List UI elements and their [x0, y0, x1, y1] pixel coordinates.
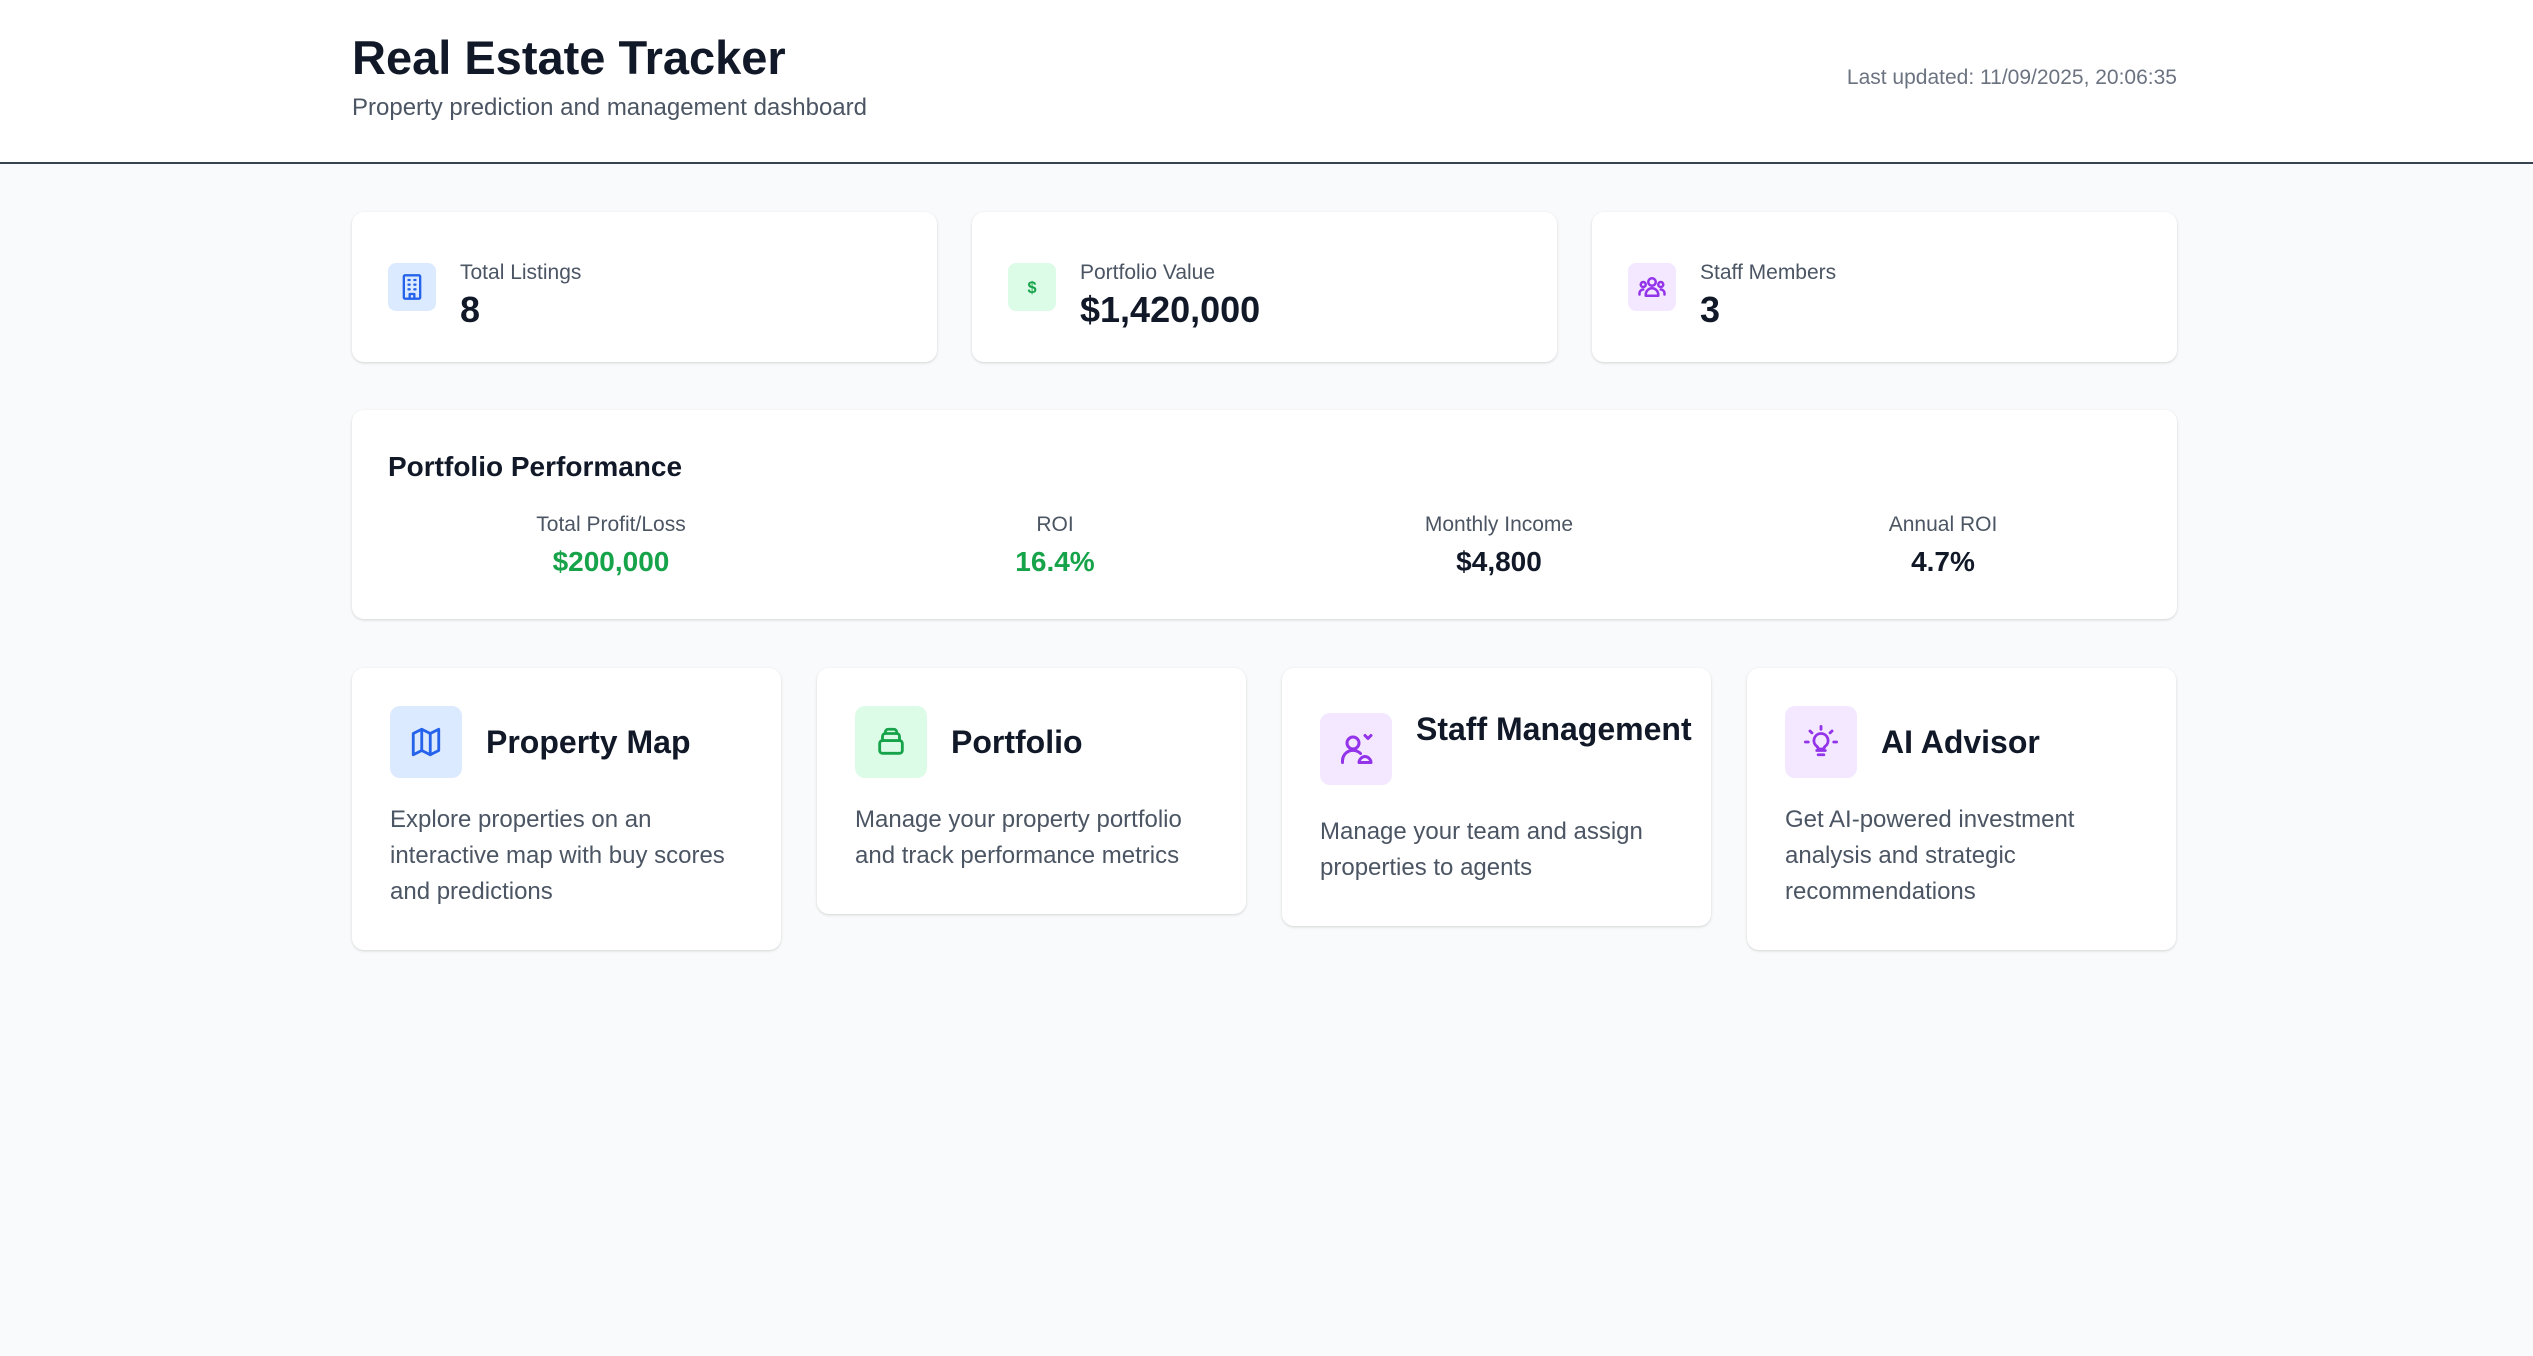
- feature-card-property-map[interactable]: Property Map Explore properties on an in…: [352, 668, 781, 950]
- user-cog-icon: [1320, 713, 1392, 785]
- stat-label: Staff Members: [1700, 261, 1837, 284]
- feature-card-portfolio[interactable]: Portfolio Manage your property portfolio…: [817, 668, 1246, 914]
- stat-card-portfolio-value: $ Portfolio Value $1,420,000: [972, 212, 1557, 362]
- metric-monthly-income: Monthly Income $4,800: [1277, 512, 1721, 580]
- feature-description: Get AI-powered investment analysis and s…: [1785, 806, 2075, 905]
- stat-label: Portfolio Value: [1080, 261, 1216, 284]
- page-header: Real Estate Tracker Property prediction …: [0, 0, 2533, 164]
- users-icon: [1628, 263, 1676, 311]
- metric-label: Annual ROI: [1888, 513, 1998, 536]
- feature-title: Property Map: [486, 724, 691, 760]
- last-updated-value: 11/09/2025, 20:06:35: [1980, 66, 2177, 89]
- metric-total-profit-loss: Total Profit/Loss $200,000: [389, 512, 833, 580]
- metric-roi: ROI 16.4%: [833, 512, 1277, 580]
- building-icon: [388, 263, 436, 311]
- feature-description: Manage your team and assign properties t…: [1320, 818, 1643, 881]
- metric-value: 4.7%: [1911, 546, 1975, 577]
- stat-value: 3: [1700, 289, 1721, 330]
- stat-label: Total Listings: [460, 261, 582, 284]
- map-icon: [390, 706, 462, 778]
- last-updated: Last updated: 11/09/2025, 20:06:35: [1847, 64, 2177, 92]
- feature-description: Manage your property portfolio and track…: [855, 806, 1182, 869]
- metric-label: ROI: [1036, 513, 1074, 536]
- feature-card-ai-advisor[interactable]: AI Advisor Get AI-powered investment ana…: [1747, 668, 2176, 950]
- metric-label: Monthly Income: [1424, 513, 1574, 536]
- metric-label: Total Profit/Loss: [536, 513, 686, 536]
- feature-title: AI Advisor: [1881, 724, 2040, 760]
- stat-card-staff-members: Staff Members 3: [1592, 212, 2177, 362]
- feature-title: Staff Management: [1416, 711, 1692, 747]
- svg-text:$: $: [1027, 279, 1036, 297]
- metric-value: $4,800: [1456, 546, 1542, 577]
- feature-title: Portfolio: [951, 724, 1083, 760]
- page-subtitle: Property prediction and management dashb…: [352, 94, 867, 121]
- portfolio-performance-panel: Portfolio Performance Total Profit/Loss …: [352, 410, 2177, 619]
- metric-value: 16.4%: [1015, 546, 1095, 577]
- stat-value: 8: [460, 289, 481, 330]
- feature-card-staff-management[interactable]: Staff Management Manage your team and as…: [1282, 668, 1711, 926]
- last-updated-label: Last updated:: [1846, 66, 1975, 89]
- wallet-icon: [855, 706, 927, 778]
- stat-value: $1,420,000: [1080, 289, 1261, 330]
- lightbulb-icon: [1785, 706, 1857, 778]
- stat-card-total-listings: Total Listings 8: [352, 212, 937, 362]
- feature-description: Explore properties on an interactive map…: [390, 806, 725, 905]
- metric-value: $200,000: [552, 546, 670, 577]
- section-title: Portfolio Performance: [388, 451, 683, 482]
- page-title: Real Estate Tracker: [352, 31, 786, 84]
- dollar-icon: $: [1008, 263, 1056, 311]
- metric-annual-roi: Annual ROI 4.7%: [1721, 512, 2165, 580]
